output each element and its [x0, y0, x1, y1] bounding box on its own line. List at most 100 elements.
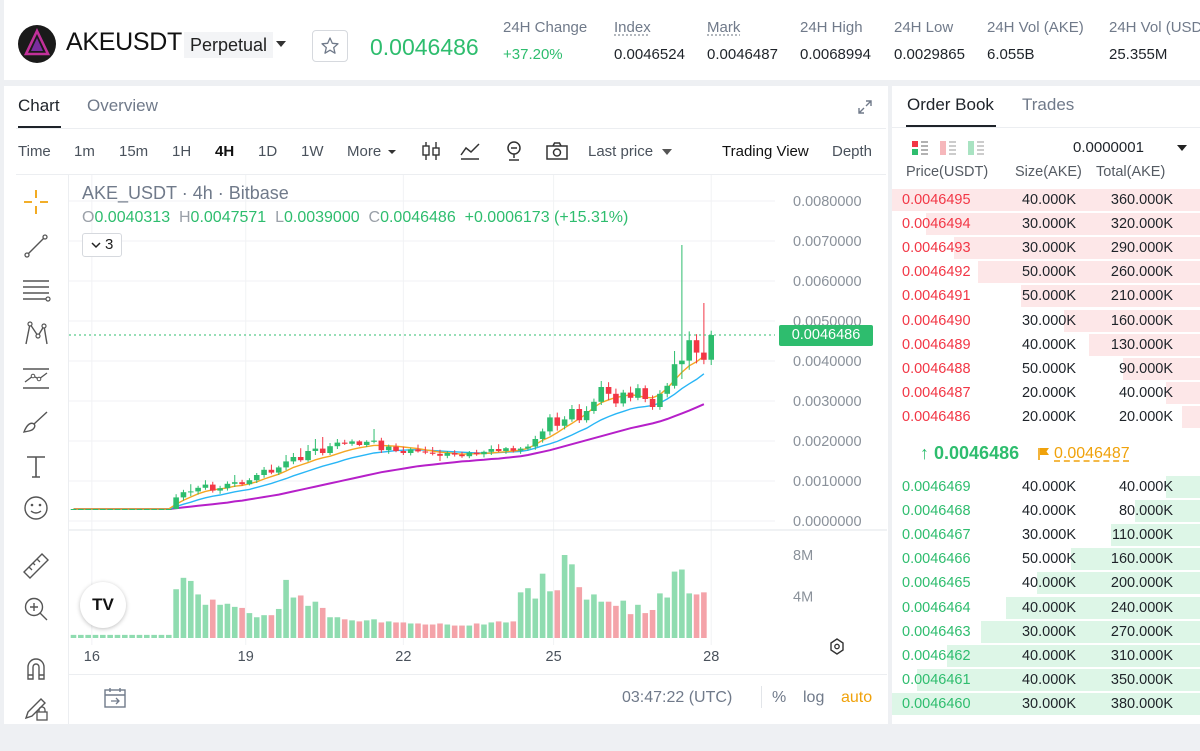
volume-bar — [657, 593, 663, 638]
trend-line-tool[interactable] — [20, 230, 52, 262]
book-view-bids-icon[interactable] — [968, 141, 984, 155]
bid-row[interactable]: 0.0046461 40.000K 350.000K — [892, 668, 1200, 692]
candle-type-icon[interactable] — [421, 140, 441, 162]
ask-row[interactable]: 0.0046490 30.000K 160.000K — [892, 309, 1200, 333]
bid-row[interactable]: 0.0046467 30.000K 110.000K — [892, 523, 1200, 547]
screenshot-camera-icon[interactable] — [545, 140, 569, 162]
bid-row[interactable]: 0.0046466 50.000K 160.000K — [892, 547, 1200, 571]
stat-mark[interactable]: Mark 0.0046487 — [707, 19, 778, 63]
bid-row[interactable]: 0.0046464 40.000K 240.000K — [892, 596, 1200, 620]
candle-body — [202, 484, 209, 488]
mid-price[interactable]: ↑ 0.0046486 — [920, 443, 1020, 463]
fib-tool[interactable] — [20, 274, 52, 306]
mark-price-flag-icon — [1038, 448, 1049, 460]
symbol-dropdown-caret-icon[interactable] — [276, 41, 286, 47]
lock-drawing-tool[interactable] — [20, 692, 52, 724]
bid-row[interactable]: 0.0046460 30.000K 380.000K — [892, 692, 1200, 716]
ruler-tool[interactable] — [20, 550, 52, 582]
tradingview-logo[interactable]: TV — [80, 582, 126, 628]
expand-icon[interactable] — [858, 100, 872, 114]
bid-row[interactable]: 0.0046465 40.000K 200.000K — [892, 571, 1200, 595]
ohlc-key: C — [368, 209, 381, 226]
log-scale-toggle[interactable]: log — [803, 689, 825, 706]
interval-1h[interactable]: 1H — [172, 143, 192, 160]
depth-bar — [1036, 572, 1200, 595]
percent-scale-toggle[interactable]: % — [772, 689, 787, 706]
volume-bar — [136, 634, 143, 638]
tab-trades[interactable]: Trades — [1022, 95, 1075, 114]
interval-4h[interactable]: 4H — [215, 143, 235, 160]
depth-bar — [925, 213, 1200, 236]
text-tool[interactable] — [20, 450, 52, 482]
bid-row[interactable]: 0.0046468 40.000K 80.000K — [892, 499, 1200, 523]
volume-bar — [78, 634, 84, 638]
volume-bar — [642, 613, 649, 638]
indicators-toggle-button[interactable]: 3 — [82, 233, 122, 257]
interval-1d[interactable]: 1D — [258, 143, 278, 160]
row-price: 0.0046487 — [902, 384, 971, 401]
candle-body — [642, 388, 649, 399]
date-range-icon[interactable] — [102, 685, 128, 711]
alert-settings-icon[interactable] — [503, 140, 525, 162]
divider — [16, 128, 886, 129]
book-view-asks-icon[interactable] — [940, 141, 956, 155]
indicators-icon[interactable] — [459, 140, 481, 162]
ask-row[interactable]: 0.0046492 50.000K 260.000K — [892, 260, 1200, 284]
depth-bar — [1166, 476, 1200, 498]
contract-type-badge[interactable]: Perpetual — [184, 32, 274, 58]
precision-select[interactable]: 0.0000001 — [1073, 139, 1144, 156]
row-total: 260.000K — [1110, 264, 1173, 281]
bid-row[interactable]: 0.0046462 40.000K 310.000K — [892, 644, 1200, 668]
ask-row[interactable]: 0.0046491 50.000K 210.000K — [892, 284, 1200, 308]
favorite-button[interactable] — [312, 30, 348, 62]
magnet-tool[interactable] — [20, 652, 52, 684]
ask-row[interactable]: 0.0046487 20.000K 40.000K — [892, 381, 1200, 405]
brush-tool[interactable] — [20, 406, 52, 438]
precision-caret-icon[interactable] — [1177, 145, 1187, 151]
mark-price[interactable]: 0.0046487 — [1054, 445, 1130, 462]
interval-time[interactable]: Time — [18, 143, 51, 160]
row-size: 40.000K — [1021, 599, 1076, 616]
candlestick-chart[interactable]: 0.00800000.00700000.00600000.00500000.00… — [69, 175, 887, 674]
tab-chart[interactable]: Chart — [18, 96, 60, 115]
price-type-select[interactable]: Last price — [588, 143, 673, 160]
candle-body — [407, 449, 414, 453]
stat-index[interactable]: Index 0.0046524 — [614, 19, 685, 63]
bid-row[interactable]: 0.0046463 30.000K 270.000K — [892, 620, 1200, 644]
volume-bar — [202, 604, 209, 638]
emoji-tool[interactable] — [20, 492, 52, 524]
interval-15m[interactable]: 15m — [119, 143, 149, 160]
volume-bar — [539, 573, 546, 638]
volume-bar — [312, 601, 319, 638]
ask-row[interactable]: 0.0046495 40.000K 360.000K — [892, 188, 1200, 212]
candle-body — [85, 509, 91, 510]
tab-overview[interactable]: Overview — [87, 96, 158, 115]
interval-1m[interactable]: 1m — [74, 143, 95, 160]
ask-row[interactable]: 0.0046488 50.000K 90.000K — [892, 357, 1200, 381]
zoom-in-tool[interactable] — [20, 593, 52, 625]
book-view-both-icon[interactable] — [912, 141, 928, 155]
bid-row[interactable]: 0.0046469 40.000K 40.000K — [892, 475, 1200, 499]
prediction-tool[interactable] — [20, 362, 52, 394]
candle-body — [532, 439, 539, 447]
symbol-name[interactable]: AKEUSDT — [66, 28, 182, 56]
depth-bar — [1005, 596, 1200, 619]
volume-bar — [275, 608, 282, 638]
utc-clock[interactable]: 03:47:22 (UTC) — [622, 689, 733, 706]
interval-1w[interactable]: 1W — [301, 143, 324, 160]
volume-bar — [495, 621, 502, 638]
tab-order-book[interactable]: Order Book — [907, 95, 994, 114]
crosshair-tool[interactable] — [20, 186, 52, 218]
ask-row[interactable]: 0.0046494 30.000K 320.000K — [892, 212, 1200, 236]
volume-bar — [605, 601, 612, 638]
candle-body — [517, 448, 524, 451]
ask-row[interactable]: 0.0046493 30.000K 290.000K — [892, 236, 1200, 260]
ask-row[interactable]: 0.0046486 20.000K 20.000K — [892, 405, 1200, 429]
depth-toggle[interactable]: Depth — [832, 143, 873, 160]
more-intervals-button[interactable]: More — [347, 143, 397, 160]
trading-view-toggle[interactable]: Trading View — [722, 143, 809, 160]
auto-scale-toggle[interactable]: auto — [841, 689, 873, 706]
pattern-tool[interactable] — [20, 318, 52, 350]
ask-row[interactable]: 0.0046489 40.000K 130.000K — [892, 333, 1200, 357]
row-size: 30.000K — [1021, 695, 1076, 712]
